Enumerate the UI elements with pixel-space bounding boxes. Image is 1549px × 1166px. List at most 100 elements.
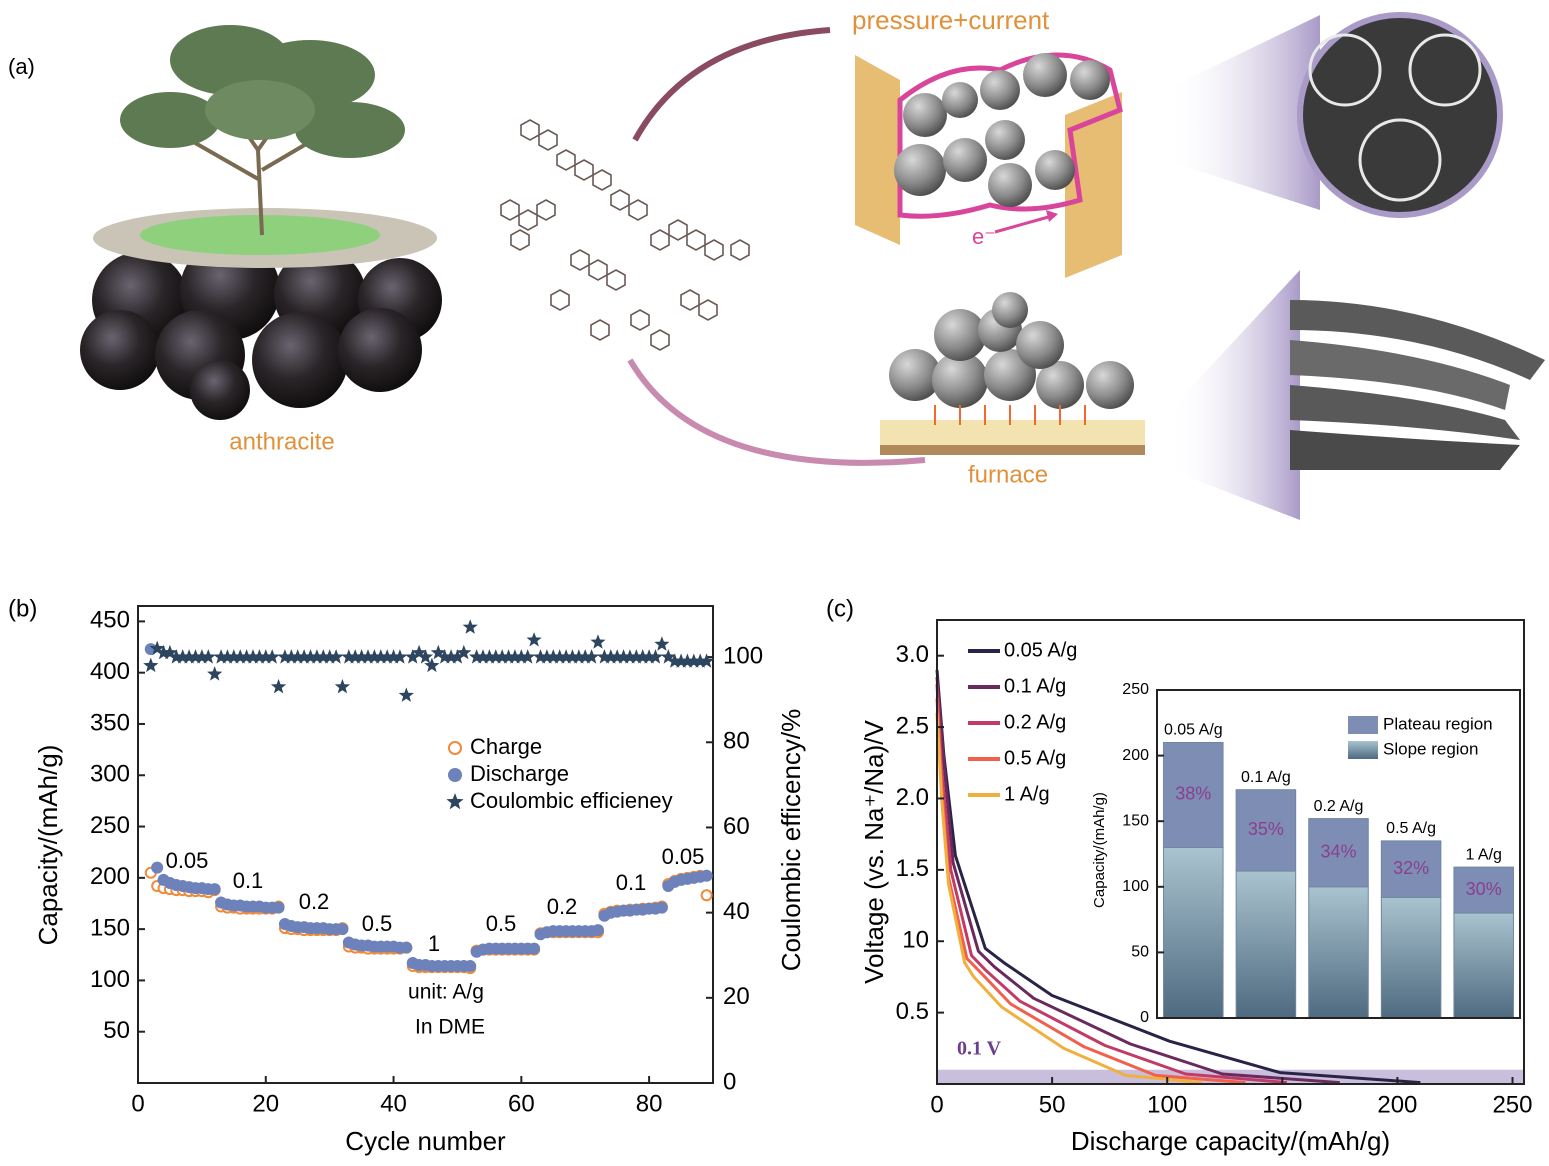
plot-frame xyxy=(936,619,1525,1085)
y-tick-label: 100 xyxy=(723,642,763,669)
ce-star xyxy=(424,657,440,673)
ce-star xyxy=(679,653,696,668)
share-label: 32% xyxy=(1393,858,1429,878)
ce-star xyxy=(673,653,689,668)
ce-star xyxy=(200,649,216,664)
ce-star xyxy=(373,649,389,664)
threshold-label: 0.1 V xyxy=(957,1037,1002,1059)
x-tick-label: 80 xyxy=(636,1090,663,1117)
x-tick-label: 150 xyxy=(1262,1091,1302,1118)
legend-swatch xyxy=(1348,716,1378,734)
y-tick-label: 10 xyxy=(902,927,929,954)
ce-star xyxy=(590,634,606,649)
ce-star xyxy=(239,649,255,664)
y-tick-label: 50 xyxy=(103,1017,130,1044)
x-tick-label: 0 xyxy=(131,1090,144,1117)
ce-star xyxy=(615,649,632,664)
ce-star xyxy=(532,649,549,664)
ce-star xyxy=(398,687,414,702)
legend-label: 0.2 A/g xyxy=(1004,711,1066,733)
ce-star xyxy=(462,619,478,634)
y-tick-label: 250 xyxy=(1122,681,1149,698)
x-tick-label: 200 xyxy=(1377,1091,1417,1118)
ce-star xyxy=(603,649,619,664)
x-tick-label: 50 xyxy=(1039,1091,1066,1118)
ce-star xyxy=(290,649,306,664)
zoom-cone-bottom xyxy=(1170,270,1300,520)
ce-star xyxy=(162,644,178,660)
coal-pile xyxy=(80,240,442,420)
bar-segment xyxy=(1308,818,1369,888)
y-tick-label: 200 xyxy=(1122,747,1149,764)
charge-point xyxy=(700,889,713,902)
share-label: 35% xyxy=(1248,819,1284,839)
zoom-pores xyxy=(1297,12,1503,218)
bar-segment xyxy=(1235,789,1297,872)
bar-segment xyxy=(1453,866,1514,914)
ce-star xyxy=(584,649,600,664)
ce-star xyxy=(226,649,242,664)
annotation: 1 xyxy=(428,931,440,956)
ce-star xyxy=(168,649,184,664)
ce-star xyxy=(628,649,644,664)
share-label: 30% xyxy=(1466,879,1502,899)
y-tick-label: 2.5 xyxy=(896,712,929,739)
x-tick-label: 0 xyxy=(930,1091,943,1118)
annotation: 0.5 xyxy=(486,911,517,936)
bar-segment xyxy=(1235,870,1297,1019)
legend-label: Coulombic efficieney xyxy=(470,788,673,813)
discharge-point xyxy=(592,924,604,937)
ce-star xyxy=(647,649,664,664)
ce-star xyxy=(219,649,236,664)
bar-segment xyxy=(1163,846,1224,1019)
ce-star xyxy=(155,644,172,660)
y-tick-label: 40 xyxy=(723,898,750,925)
y-tick-label: 0 xyxy=(1140,1009,1149,1026)
curve xyxy=(935,684,1288,1085)
category-label: 0.05 A/g xyxy=(1164,722,1223,739)
ce-star xyxy=(258,649,274,664)
y-tick-label: 400 xyxy=(90,658,130,685)
ce-star xyxy=(564,649,581,664)
annotation: 0.1 xyxy=(233,868,264,893)
ce-star xyxy=(660,649,676,664)
discharge-point xyxy=(151,861,164,874)
category-label: 1 A/g xyxy=(1465,846,1501,863)
curve xyxy=(935,712,1202,1085)
charts: (b)5010015020025030035040045002040608010… xyxy=(8,595,1533,1156)
ce-star xyxy=(194,649,210,664)
y-axis-label: Capacity/(mAh/g) xyxy=(1091,792,1108,908)
y-tick-label: 60 xyxy=(723,813,750,840)
label-pressure: pressure+current xyxy=(852,5,1050,35)
panel-label: (a) xyxy=(8,54,35,79)
furnace-cell xyxy=(880,292,1145,455)
ce-star xyxy=(520,649,536,664)
y-tick-label: 3.0 xyxy=(896,641,929,668)
label-furnace: furnace xyxy=(968,461,1048,488)
foliage xyxy=(120,25,405,158)
ce-star xyxy=(494,649,510,664)
x-axis-label: Discharge capacity/(mAh/g) xyxy=(1071,1126,1390,1156)
y-tick-label: 50 xyxy=(1131,944,1149,961)
ce-star xyxy=(302,649,319,664)
ce-star xyxy=(552,649,568,664)
ce-star xyxy=(334,678,351,694)
ce-star xyxy=(322,649,338,664)
category-label: 0.1 A/g xyxy=(1241,769,1291,786)
arrow-arc-top xyxy=(632,27,831,142)
x-tick-label: 20 xyxy=(252,1090,279,1117)
legend-label: 1 A/g xyxy=(1004,783,1050,805)
ce-star xyxy=(469,649,485,664)
ce-star xyxy=(405,649,421,664)
y-tick-label: 200 xyxy=(90,863,130,890)
bar-segment xyxy=(1380,840,1442,898)
ce-star xyxy=(545,649,561,664)
bar-segment xyxy=(1163,741,1224,848)
category-label: 0.2 A/g xyxy=(1314,798,1364,815)
ce-star xyxy=(699,653,715,668)
annotation: unit: A/g xyxy=(408,981,484,1004)
category-label: 0.5 A/g xyxy=(1386,820,1436,837)
legend-label: 0.05 A/g xyxy=(1004,639,1077,661)
ce-star xyxy=(539,649,555,664)
bar-segment xyxy=(1453,912,1514,1019)
